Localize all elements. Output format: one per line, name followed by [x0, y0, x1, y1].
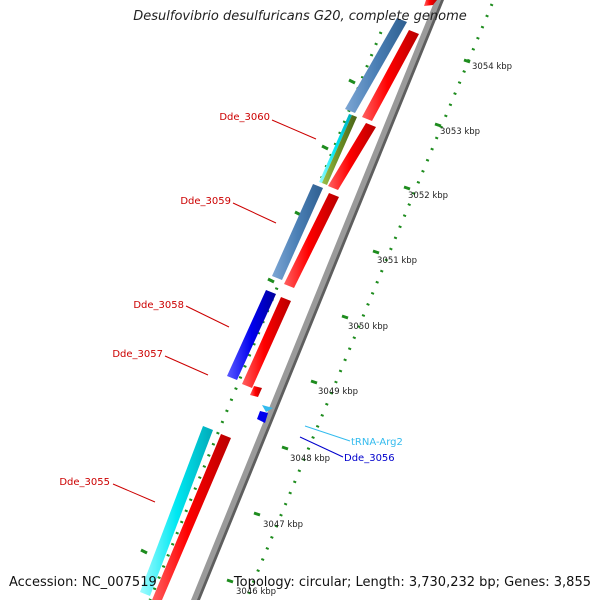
gene-arrow[interactable] [242, 297, 291, 388]
gene-labels: Dde_3060 Dde_3059 Dde_3058 Dde_3057 Dde_… [59, 112, 403, 488]
genome-summary-text: Topology: circular; Length: 3,730,232 bp… [233, 575, 591, 590]
gene-label-dde-3059[interactable]: Dde_3059 [180, 196, 231, 207]
gene-arrow[interactable] [152, 434, 231, 600]
gene-label-trna-arg2[interactable]: tRNA-Arg2 [351, 437, 403, 448]
map-title: Desulfovibrio desulfuricans G20, complet… [133, 9, 467, 24]
gene-arrow[interactable] [328, 123, 376, 190]
gene-arrow[interactable] [345, 18, 407, 113]
gene-arrow[interactable] [140, 426, 213, 596]
gene-label-dde-3056[interactable]: Dde_3056 [344, 453, 395, 464]
scale-tick-label: 3050 kbp [348, 322, 388, 332]
scale-tick-label: 3049 kbp [318, 387, 358, 397]
cds-forward-track [152, 0, 437, 600]
accession-text: Accession: NC_007519 [9, 575, 157, 590]
scale-tick-label: 3053 kbp [440, 127, 480, 137]
gene-arrow[interactable] [272, 184, 323, 280]
scale-tick-label: 3046 kbp [236, 587, 276, 597]
scale-tick-label: 3052 kbp [408, 191, 448, 201]
genome-backbone [191, 0, 444, 600]
gene-label-dde-3058[interactable]: Dde_3058 [133, 300, 184, 311]
gene-label-dde-3057[interactable]: Dde_3057 [112, 349, 163, 360]
gene-arrow[interactable] [322, 115, 357, 185]
label-leader-lines [112, 119, 351, 503]
scale-tick-label: 3054 kbp [472, 62, 512, 72]
cds-cog-track [140, 18, 407, 596]
scale-tick-label: 3048 kbp [290, 454, 330, 464]
trna-arrow[interactable] [262, 405, 273, 412]
gene-arrow[interactable] [362, 30, 419, 121]
scale-tick-label: 3047 kbp [263, 520, 303, 530]
scale-tick-labels: 3054 kbp 3053 kbp 3052 kbp 3051 kbp 3050… [236, 62, 512, 597]
gene-arrow[interactable] [284, 193, 339, 288]
scale-tick-label: 3051 kbp [377, 256, 417, 266]
gene-arrow[interactable] [257, 411, 268, 423]
gene-label-dde-3060[interactable]: Dde_3060 [219, 112, 270, 123]
gene-label-dde-3055[interactable]: Dde_3055 [59, 477, 110, 488]
gene-arrow[interactable] [319, 114, 352, 183]
gene-arrow[interactable] [227, 290, 276, 380]
gene-arrow[interactable] [424, 0, 437, 6]
gene-arrow[interactable] [250, 386, 262, 397]
